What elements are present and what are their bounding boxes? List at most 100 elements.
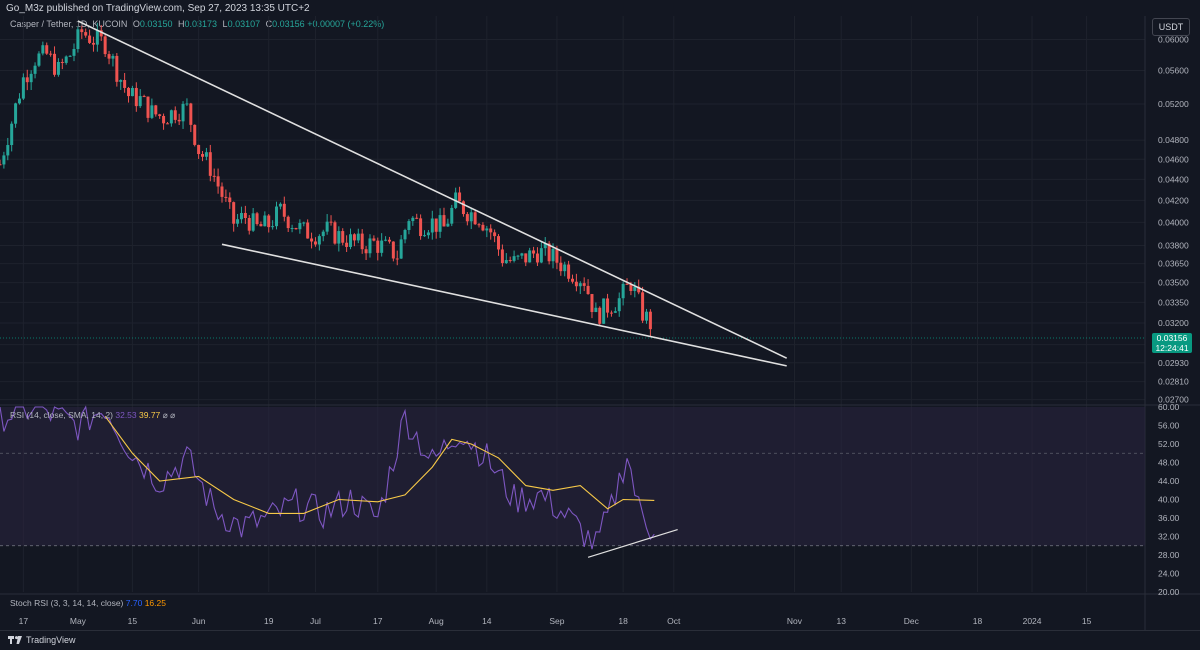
candle-body xyxy=(590,294,594,313)
rsi-flags: ⌀ ⌀ xyxy=(162,410,176,420)
candle-body xyxy=(574,281,578,287)
candle-body xyxy=(271,226,275,228)
candle-body xyxy=(391,241,395,259)
candle-body xyxy=(450,207,454,224)
time-tick-label: Nov xyxy=(787,616,803,626)
candle-body xyxy=(333,222,337,244)
candle-body xyxy=(247,218,251,231)
candle-body xyxy=(306,222,310,239)
candle-body xyxy=(282,203,286,217)
candle-body xyxy=(29,73,33,83)
upper-trendline xyxy=(77,20,788,359)
candle-body xyxy=(551,248,555,262)
candle-body xyxy=(103,36,107,55)
time-tick-label: 18 xyxy=(973,616,983,626)
stoch-name: Stoch RSI (3, 3, 14, 14, close) xyxy=(10,598,124,608)
candle-body xyxy=(477,224,481,226)
rsi-tick-label: 44.00 xyxy=(1158,476,1180,486)
lower-trendline xyxy=(221,243,787,367)
candle-body xyxy=(372,238,376,241)
candle-body xyxy=(17,98,21,104)
candle-body xyxy=(411,217,415,222)
candle-body xyxy=(232,202,236,224)
price-tick-label: 0.04000 xyxy=(1158,217,1189,227)
candle-body xyxy=(609,312,613,314)
candle-body xyxy=(641,292,645,321)
candle-body xyxy=(500,249,504,264)
candle-body xyxy=(364,249,368,254)
tradingview-brand[interactable]: TradingView xyxy=(8,635,76,645)
candle-body xyxy=(45,45,49,54)
price-tick-label: 0.04800 xyxy=(1158,135,1189,145)
candle-body xyxy=(25,77,29,83)
price-tick-label: 0.04400 xyxy=(1158,174,1189,184)
candle-body xyxy=(236,219,240,224)
rsi-legend: RSI (14, close, SMA, 14, 2) 32.53 39.77 … xyxy=(10,410,175,421)
price-tick-label: 0.05600 xyxy=(1158,66,1189,76)
tradingview-logo-icon xyxy=(8,636,22,644)
candle-body xyxy=(356,233,360,241)
candle-body xyxy=(76,29,80,50)
candle-body xyxy=(21,77,25,99)
rsi-name: RSI (14, close, SMA, 14, 2) xyxy=(10,410,113,420)
candle-body xyxy=(60,61,64,63)
ohlc-low-key: L xyxy=(222,19,228,29)
candle-body xyxy=(602,298,606,324)
rsi-ma-value: 39.77 xyxy=(139,410,161,420)
candle-body xyxy=(134,87,138,107)
candle-body xyxy=(313,241,317,245)
candle-body xyxy=(633,286,637,292)
price-tick-label: 0.06000 xyxy=(1158,34,1189,44)
candle-body xyxy=(177,119,181,122)
time-tick-label: 2024 xyxy=(1023,616,1042,626)
candle-body xyxy=(497,236,501,250)
candle-body xyxy=(539,248,543,263)
price-tick-label: 0.03800 xyxy=(1158,240,1189,250)
time-tick-label: Oct xyxy=(667,616,681,626)
candle-body xyxy=(138,96,142,107)
currency-button[interactable]: USDT xyxy=(1152,18,1190,36)
time-tick-label: 15 xyxy=(1082,616,1092,626)
candle-body xyxy=(461,201,465,215)
time-tick-label: 15 xyxy=(128,616,138,626)
candle-body xyxy=(360,233,364,250)
candle-body xyxy=(352,234,356,241)
candle-body xyxy=(115,55,119,82)
candle-body xyxy=(504,260,508,264)
candle-body xyxy=(387,239,391,242)
candle-body xyxy=(625,283,629,285)
time-tick-label: 17 xyxy=(373,616,383,626)
candle-body xyxy=(204,152,208,157)
candle-body xyxy=(169,110,173,124)
candle-body xyxy=(64,56,68,63)
candle-body xyxy=(197,144,201,155)
candle-body xyxy=(41,45,45,54)
ohlc-open-value: 0.03150 xyxy=(139,19,173,29)
candle-body xyxy=(426,232,430,236)
candle-body xyxy=(403,230,407,240)
candle-body xyxy=(543,243,547,249)
candle-body xyxy=(95,30,99,45)
candle-body xyxy=(399,239,403,259)
rsi-tick-label: 28.00 xyxy=(1158,550,1180,560)
chart-canvas[interactable]: 0.06000 0.05600 0.05200 0.04800 0.04600 0.044… xyxy=(0,0,1200,630)
candle-body xyxy=(142,96,146,98)
candle-body xyxy=(520,253,524,256)
candle-body xyxy=(407,221,411,231)
time-tick-label: 18 xyxy=(618,616,628,626)
candle-body xyxy=(598,307,602,324)
ohlc-open-key: O xyxy=(132,19,140,29)
candle-body xyxy=(220,186,224,197)
candle-body xyxy=(617,298,621,312)
candle-body xyxy=(84,32,88,36)
candle-body xyxy=(119,80,123,82)
ohlc-low-value: 0.03107 xyxy=(227,19,261,29)
candle-body xyxy=(376,240,380,253)
price-tick-label: 0.03200 xyxy=(1158,318,1189,328)
candle-body xyxy=(154,105,158,115)
price-tick-label: 0.03350 xyxy=(1158,297,1189,307)
candle-body xyxy=(72,49,76,56)
stoch-d-value: 16.25 xyxy=(144,598,166,608)
candle-body xyxy=(559,262,563,272)
time-tick-label: Aug xyxy=(429,616,444,626)
